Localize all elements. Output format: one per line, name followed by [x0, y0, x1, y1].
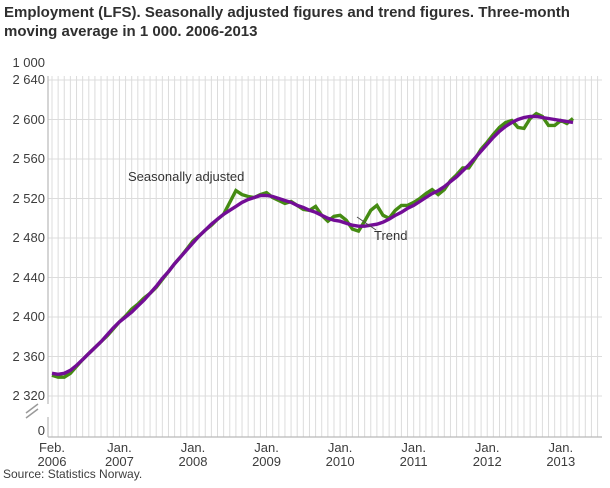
- series-line-seasonally-adjusted: [51, 111, 575, 379]
- y-tick-label: 2 600: [12, 111, 45, 127]
- x-tick-label: Feb. 2006: [37, 440, 67, 469]
- axis-break-gap: [45, 404, 51, 417]
- chart-title: Employment (LFS). Seasonally adjusted fi…: [4, 4, 570, 40]
- y-tick-label: 2 480: [12, 230, 45, 245]
- axis-break-slash: [25, 408, 39, 419]
- x-tick-label: Jan. 2012: [472, 440, 502, 469]
- axis-break-slash: [25, 403, 39, 414]
- y-tick-label: 2 520: [12, 190, 45, 206]
- source-note: Source: Statistics Norway.: [3, 467, 143, 481]
- y-tick-label: 2 640: [12, 72, 45, 87]
- y-axis-unit-label: 1 000: [12, 55, 45, 70]
- x-tick-label: Jan. 2011: [399, 440, 428, 469]
- y-tick-label: 2 440: [12, 269, 45, 285]
- x-tick-label: Jan. 2010: [325, 440, 355, 469]
- y-tick-label: 2 560: [12, 151, 45, 166]
- x-tick-label: Jan. 2008: [178, 440, 208, 469]
- y-tick-label-zero: 0: [37, 423, 45, 438]
- x-tick-label: Jan. 2009: [252, 440, 281, 469]
- annotation-seasonally-adjusted: Seasonally adjusted: [128, 169, 245, 184]
- y-tick-label: 2 320: [12, 388, 45, 403]
- series-line-trend: [51, 114, 574, 377]
- y-tick-label: 2 400: [12, 309, 45, 324]
- x-tick-label: Jan. 2013: [546, 440, 576, 469]
- x-tick-label: Jan. 2007: [104, 440, 134, 469]
- annotation-trend: Trend: [374, 228, 408, 243]
- y-tick-label: 2 360: [12, 348, 45, 364]
- trend-leader-line: [356, 216, 377, 231]
